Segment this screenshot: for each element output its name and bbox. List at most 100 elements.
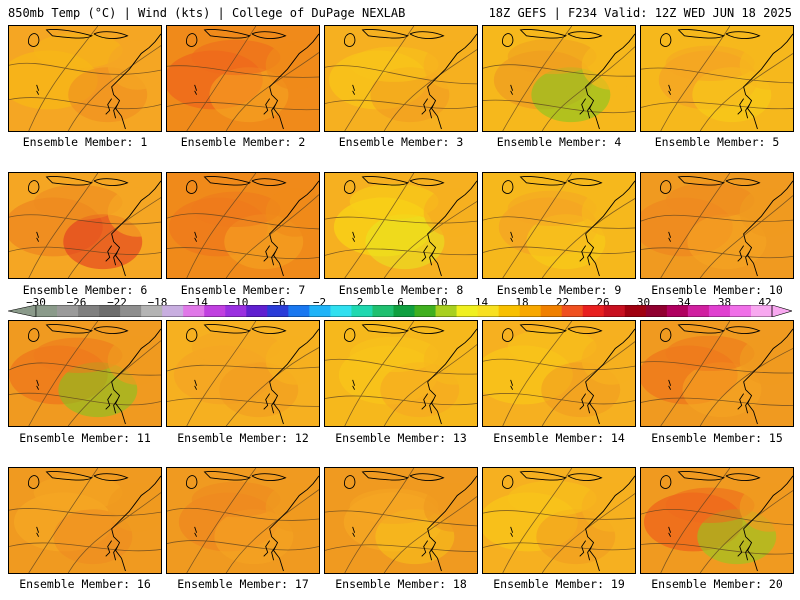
ensemble-map-panel [8, 25, 162, 132]
ensemble-map-panel [166, 25, 320, 132]
ensemble-member-label: Ensemble Member: 13 [335, 431, 467, 445]
colorbar-swatch [582, 305, 605, 317]
temperature-map [325, 26, 477, 131]
ensemble-member-label: Ensemble Member: 16 [19, 577, 151, 591]
temperature-map [9, 321, 161, 426]
ensemble-member-label: Ensemble Member: 18 [335, 577, 467, 591]
colorbar-swatch [225, 305, 247, 317]
colorbar-swatch [372, 305, 394, 317]
colorbar-swatch [645, 305, 668, 317]
ensemble-map-panel [640, 320, 794, 427]
ensemble-member-label: Ensemble Member: 8 [338, 283, 464, 297]
ensemble-map-panel [482, 172, 636, 279]
colorbar-swatch [729, 305, 752, 317]
temperature-map [325, 468, 477, 573]
colorbar-swatch [36, 305, 58, 317]
colorbar-right-arrow [771, 305, 792, 317]
ensemble-map-panel [640, 25, 794, 132]
colorbar-swatch [435, 305, 458, 317]
colorbar-swatch [120, 305, 142, 317]
ensemble-member-label: Ensemble Member: 2 [180, 135, 306, 149]
temperature-map [483, 321, 635, 426]
ensemble-map-panel [166, 467, 320, 574]
colorbar-swatch [267, 305, 289, 317]
ensemble-map-panel [166, 172, 320, 279]
colorbar-swatch [309, 305, 331, 317]
ensemble-map-panel [324, 320, 478, 427]
colorbar-frame [35, 305, 773, 317]
colorbar-swatch [624, 305, 647, 317]
colorbar-swatch [246, 305, 268, 317]
ensemble-map-panel [166, 320, 320, 427]
colorbar-swatch [603, 305, 626, 317]
ensemble-map-panel [8, 467, 162, 574]
colorbar-swatch [183, 305, 205, 317]
ensemble-map-panel [482, 25, 636, 132]
temperature-map [483, 26, 635, 131]
temperature-map [641, 26, 793, 131]
colorbar-swatch [414, 305, 437, 317]
colorbar-swatch [330, 305, 352, 317]
temperature-map [483, 468, 635, 573]
temperature-map [167, 321, 319, 426]
colorbar-swatch [687, 305, 710, 317]
colorbar-swatch [666, 305, 689, 317]
ensemble-map-panel [482, 320, 636, 427]
temperature-colorbar [8, 305, 792, 317]
temperature-map [325, 321, 477, 426]
ensemble-map-panel [640, 172, 794, 279]
ensemble-member-label: Ensemble Member: 12 [177, 431, 309, 445]
colorbar-swatch [708, 305, 731, 317]
ensemble-member-label: Ensemble Member: 9 [496, 283, 622, 297]
temperature-map [9, 468, 161, 573]
colorbar-left-arrow [8, 305, 37, 317]
header-title: 850mb Temp (°C) | Wind (kts) | College o… [8, 6, 406, 20]
temperature-map [167, 173, 319, 278]
colorbar-swatch [498, 305, 521, 317]
ensemble-member-label: Ensemble Member: 17 [177, 577, 309, 591]
temperature-map [641, 321, 793, 426]
ensemble-map-panel [324, 172, 478, 279]
ensemble-map-panel [324, 25, 478, 132]
ensemble-map-panel [640, 467, 794, 574]
temperature-map [483, 173, 635, 278]
colorbar-swatch [561, 305, 584, 317]
colorbar-swatch [57, 305, 79, 317]
ensemble-member-label: Ensemble Member: 4 [496, 135, 622, 149]
colorbar-tick-label: 6 [397, 296, 404, 309]
colorbar-swatch [477, 305, 500, 317]
colorbar-swatch [750, 305, 773, 317]
colorbar-swatch [141, 305, 163, 317]
colorbar-swatch [519, 305, 542, 317]
temperature-map [641, 173, 793, 278]
temperature-map [167, 468, 319, 573]
header-model-run: 18Z GEFS | F234 Valid: 12Z WED JUN 18 20… [488, 6, 792, 20]
ensemble-member-label: Ensemble Member: 19 [493, 577, 625, 591]
ensemble-map-panel [324, 467, 478, 574]
ensemble-map-panel [482, 467, 636, 574]
ensemble-member-label: Ensemble Member: 1 [22, 135, 148, 149]
ensemble-member-label: Ensemble Member: 20 [651, 577, 783, 591]
temperature-map [9, 26, 161, 131]
ensemble-member-label: Ensemble Member: 7 [180, 283, 306, 297]
ensemble-member-label: Ensemble Member: 15 [651, 431, 783, 445]
ensemble-member-label: Ensemble Member: 6 [22, 283, 148, 297]
colorbar-swatch [351, 305, 373, 317]
ensemble-member-label: Ensemble Member: 3 [338, 135, 464, 149]
ensemble-member-label: Ensemble Member: 5 [654, 135, 780, 149]
ensemble-member-label: Ensemble Member: 14 [493, 431, 625, 445]
colorbar-swatch [456, 305, 479, 317]
ensemble-map-panel [8, 172, 162, 279]
colorbar-swatch [288, 305, 310, 317]
colorbar-tick-label: 2 [356, 296, 364, 309]
colorbar-swatch [78, 305, 100, 317]
ensemble-member-label: Ensemble Member: 11 [19, 431, 151, 445]
colorbar-swatch [540, 305, 563, 317]
temperature-map [9, 173, 161, 278]
ensemble-member-label: Ensemble Member: 10 [651, 283, 783, 297]
colorbar-swatch [99, 305, 121, 317]
temperature-map [641, 468, 793, 573]
temperature-map [325, 173, 477, 278]
colorbar-swatch [393, 305, 416, 317]
colorbar-swatch [204, 305, 226, 317]
